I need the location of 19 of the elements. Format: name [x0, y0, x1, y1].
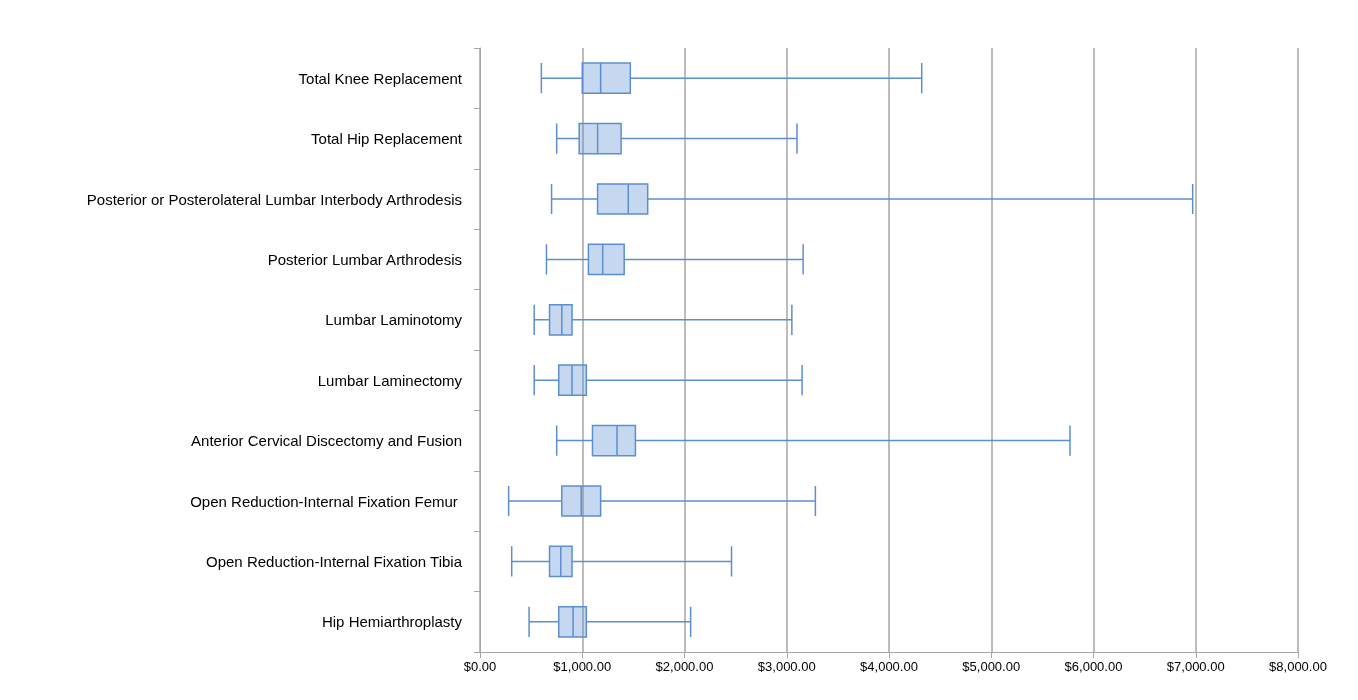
y-tick-label: Open Reduction-Internal Fixation Tibia	[206, 552, 463, 570]
y-tick-label: Posterior or Posterolateral Lumbar Interbody Arthrodesis	[86, 190, 462, 208]
x-tick-label: $4,000.00	[860, 659, 918, 674]
y-tick-label: Anterior Cervical Discectomy and Fusion	[191, 432, 462, 450]
y-tick-label: Lumbar Laminectomy	[317, 371, 463, 389]
y-tick-label: Total Knee Replacement	[298, 69, 463, 87]
y-tick-label: Open Reduction-Internal Fixation Femur	[190, 492, 462, 510]
x-tick-label: $6,000.00	[1064, 659, 1123, 674]
x-tick-label: $7,000.00	[1166, 659, 1225, 674]
y-tick-label: Total Hip Replacement	[311, 130, 463, 148]
x-tick-label: $5,000.00	[962, 659, 1021, 674]
y-tick-label: Lumbar Laminotomy	[325, 311, 463, 329]
x-tick-label: $3,000.00	[757, 659, 816, 674]
x-tick-label: $2,000.00	[655, 659, 714, 674]
y-tick-label: Posterior Lumbar Arthrodesis	[267, 250, 462, 268]
y-tick-label: Hip Hemiarthroplasty	[321, 613, 463, 631]
x-tick-label: $0.00	[463, 659, 497, 674]
x-tick-label: $1,000.00	[553, 659, 612, 674]
x-tick-label: $8,000.00	[1269, 659, 1327, 674]
